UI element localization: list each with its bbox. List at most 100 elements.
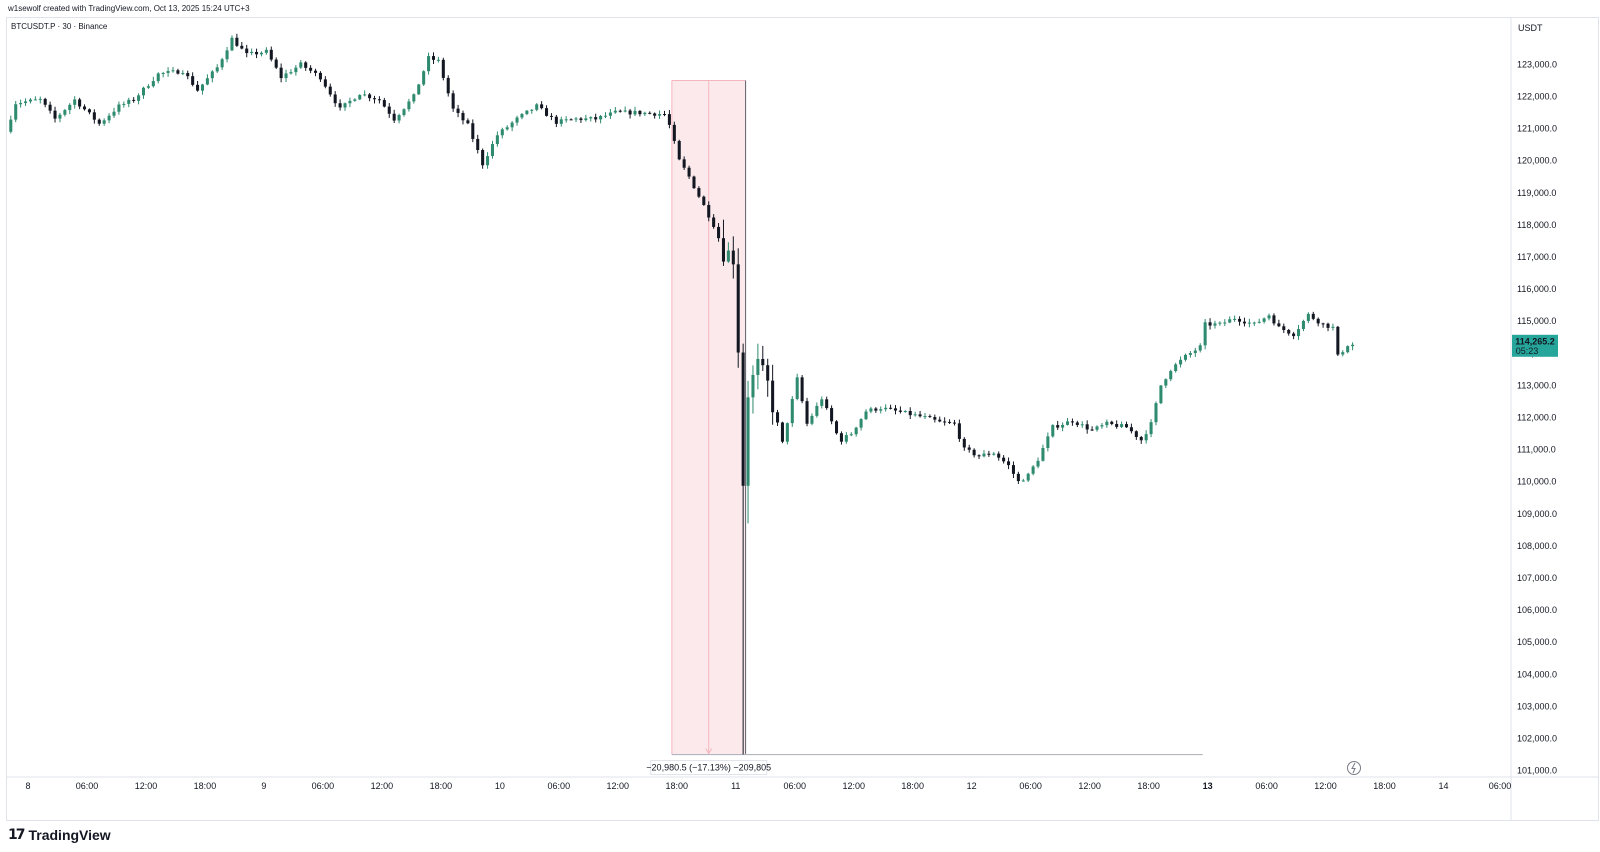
candle-body [220, 59, 224, 68]
candle-body [171, 70, 175, 72]
candle-body [584, 118, 588, 121]
candle-body [87, 109, 91, 113]
candle-body [731, 250, 735, 265]
candle-body [1179, 359, 1183, 365]
last-price-label: 114,265.2 [1515, 336, 1555, 346]
candle-body [343, 103, 347, 108]
measure-label-box [650, 760, 768, 776]
candle-body [918, 414, 922, 417]
candle-body [431, 56, 436, 60]
candle-body [368, 94, 372, 99]
candle-body [613, 110, 617, 113]
candle-body [495, 135, 499, 145]
candle-body [92, 112, 96, 120]
candle-body [397, 115, 401, 121]
price-tick-label: 116,000.0 [1517, 284, 1556, 294]
candle-body [962, 438, 966, 448]
candle-body [264, 49, 268, 53]
candle-body [574, 118, 578, 120]
candle-body [1316, 318, 1320, 324]
candle-body [893, 408, 898, 411]
candle-body [1100, 425, 1104, 427]
candle-body [594, 117, 598, 120]
candle-body [1287, 330, 1291, 334]
candle-body [225, 50, 229, 60]
tradingview-logo[interactable]: 17 TradingView [8, 827, 111, 843]
time-tick-label: 06:00 [783, 781, 806, 791]
candle-body [972, 449, 976, 456]
candle-body [338, 103, 342, 108]
candle-body [1233, 318, 1237, 320]
candle-body [1272, 315, 1276, 324]
candle-body [599, 115, 603, 120]
candle-body [810, 415, 814, 424]
time-tick-label: 06:00 [312, 781, 335, 791]
measure-arrow-head [705, 748, 713, 755]
time-tick-label: 06:00 [76, 781, 99, 791]
candle-body [1031, 466, 1035, 474]
symbol-info[interactable]: BTCUSDT.P · 30 · Binance [11, 22, 108, 31]
candle-body [736, 264, 740, 353]
lightning-icon[interactable] [1347, 761, 1361, 775]
candle-body [1026, 473, 1030, 481]
candle-body [1242, 321, 1246, 324]
candle-body [314, 70, 318, 73]
candle-body [1282, 326, 1286, 331]
candle-body [358, 95, 362, 100]
time-tick-label: 9 [261, 781, 266, 791]
candle-body [554, 116, 558, 124]
candle-body [1247, 322, 1251, 324]
candle-body [879, 409, 883, 411]
time-tick-label: 18:00 [1137, 781, 1160, 791]
candle-body [766, 365, 770, 381]
candle-body [820, 399, 824, 406]
candle-body [441, 59, 445, 78]
candle-body [1011, 465, 1015, 474]
candle-body [392, 113, 396, 121]
candle-body [151, 81, 155, 87]
candle-body [333, 94, 337, 104]
candle-body [1061, 424, 1065, 428]
candle-body [741, 352, 745, 486]
candle-body [1252, 322, 1256, 324]
price-tick-label: 118,000.0 [1517, 220, 1556, 230]
candle-body [269, 49, 273, 60]
price-tick-label: 123,000.0 [1517, 59, 1557, 69]
candle-body [938, 419, 942, 422]
chart-credit: w1sewolf created with TradingView.com, O… [8, 4, 250, 13]
time-tick-label: 14 [1439, 781, 1449, 791]
candle-body [761, 358, 765, 366]
time-tick-label: 12 [967, 781, 977, 791]
candle-body [1007, 461, 1011, 466]
candle-body [259, 52, 263, 55]
candle-body [1124, 424, 1129, 428]
candle-body [859, 419, 863, 428]
candle-body [549, 115, 553, 117]
candle-body [97, 119, 101, 124]
candle-body [1159, 385, 1163, 404]
candle-body [1331, 326, 1335, 328]
candle-body [1129, 427, 1133, 432]
candle-body [407, 101, 411, 110]
candle-body [1139, 436, 1143, 441]
candle-body [141, 87, 146, 96]
candle-body [672, 124, 676, 141]
candle-body [844, 435, 848, 442]
candle-body [726, 250, 730, 262]
candle-body [1306, 313, 1310, 321]
candle-body [274, 59, 278, 68]
candle-body [751, 374, 755, 398]
candle-body [1085, 424, 1089, 430]
candle-body [1223, 322, 1227, 324]
candle-body [117, 104, 121, 112]
candle-body [284, 73, 288, 79]
price-tick-label: 111,000.0 [1517, 445, 1556, 455]
time-tick-label: 12:00 [842, 781, 865, 791]
candle-body [579, 118, 583, 121]
candle-body [230, 37, 234, 51]
price-tick-label: 110,000.0 [1517, 477, 1556, 487]
candle-body [436, 59, 440, 61]
candle-body [1193, 350, 1197, 354]
candle-body [186, 73, 190, 77]
